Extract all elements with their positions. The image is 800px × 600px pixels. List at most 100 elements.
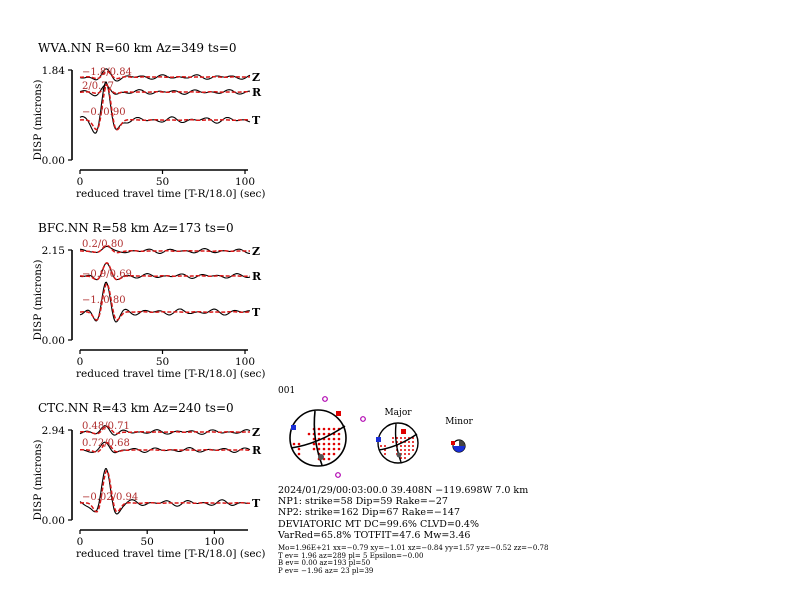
- y-axis-label: DISP (microns): [32, 79, 44, 160]
- major-compression-dot: [400, 445, 402, 447]
- trace-annotation: −0./0.90: [82, 107, 126, 118]
- minor-dark-quadrant: [459, 440, 465, 446]
- trace-annotation: −0.9/0.69: [82, 269, 132, 280]
- deviatoric-mt-line: DEVIATORIC MT DC=99.6% CLVD=0.4%: [278, 518, 479, 530]
- trace-annotation: 0.2/0.80: [82, 239, 124, 250]
- p-axis-line: P ev= −1.96 az= 23 pl=39: [278, 566, 374, 575]
- main-beachball: [289, 409, 347, 467]
- major-beachball: [377, 422, 419, 464]
- major-compression-dot: [392, 437, 394, 439]
- major-compression-dot: [412, 449, 414, 451]
- trace-annotation: −1./0.80: [82, 295, 126, 306]
- compression-dot: [332, 452, 336, 456]
- solution-summary: 2024/01/29/00:03:00.0 39.408N −119.698W …: [278, 485, 528, 541]
- station-polarity-point: [322, 396, 328, 402]
- major-compression-dot: [404, 457, 406, 459]
- major-compression-dot: [380, 445, 382, 447]
- minor-t-marker: [451, 441, 455, 445]
- x-tick-label: 0: [77, 536, 84, 548]
- synthetic-trace-Z: [80, 244, 250, 254]
- major-compression-dot: [408, 453, 410, 455]
- component-label-T: T: [252, 114, 261, 127]
- compression-dot: [307, 432, 311, 436]
- compression-dot: [327, 442, 331, 446]
- synthetic-trace-T: [80, 283, 250, 321]
- major-compression-dot: [404, 453, 406, 455]
- nodal-plane-2: NP2: strike=162 Dip=67 Rake=−147: [278, 507, 461, 519]
- x-tick-label: 50: [141, 536, 154, 548]
- major-compression-dot: [400, 449, 402, 451]
- y-max-label: 1.84: [42, 65, 66, 77]
- synthetic-trace-R: [80, 442, 251, 453]
- b-axis-marker: [318, 454, 324, 460]
- synthetic-trace-T: [79, 83, 250, 131]
- compression-dot: [322, 432, 326, 436]
- compression-dot: [317, 427, 321, 431]
- x-tick-label: 50: [156, 356, 169, 368]
- component-label-Z: Z: [252, 245, 260, 258]
- component-label-R: R: [252, 270, 262, 283]
- major-compression-dot: [412, 445, 414, 447]
- nodal-plane-1-curve: [313, 410, 323, 466]
- component-label-Z: Z: [252, 71, 260, 84]
- fit-line: VarRed=65.8% TOTFIT=47.6 Mw=3.46: [278, 529, 471, 541]
- compression-dot: [322, 447, 326, 451]
- minor-label: Minor: [445, 417, 473, 427]
- synthetic-trace-R: [79, 262, 251, 281]
- y-min-label: 0.00: [42, 335, 65, 347]
- event-origin-line: 2024/01/29/00:03:00.0 39.408N −119.698W …: [278, 485, 529, 496]
- compression-dot: [332, 447, 336, 451]
- component-label-T: T: [252, 497, 261, 510]
- major-compression-dot: [408, 449, 410, 451]
- y-max-label: 2.15: [42, 245, 65, 257]
- compression-dot: [327, 427, 331, 431]
- compression-dot: [332, 437, 336, 441]
- x-tick-label: 50: [156, 176, 169, 188]
- synthetic-trace-Z: [79, 70, 250, 80]
- component-label-R: R: [252, 86, 262, 99]
- major-p-marker: [376, 437, 381, 442]
- component-label-R: R: [252, 444, 262, 457]
- station-title: CTC.NN R=43 km Az=240 ts=0: [38, 401, 234, 415]
- station-polarity-point: [335, 472, 341, 478]
- component-label-Z: Z: [252, 426, 260, 439]
- y-axis-label: DISP (microns): [32, 439, 44, 520]
- y-min-label: 0.00: [42, 515, 65, 527]
- major-compression-dot: [404, 445, 406, 447]
- p-axis-marker: [291, 425, 296, 430]
- x-tick-label: 100: [204, 536, 224, 548]
- major-compression-dot: [404, 437, 406, 439]
- x-axis-label: reduced travel time [T-R/18.0] (sec): [76, 368, 266, 380]
- x-tick-label: 0: [77, 176, 84, 188]
- x-axis-label: reduced travel time [T-R/18.0] (sec): [76, 548, 266, 560]
- compression-dot: [322, 442, 326, 446]
- nodal-plane-2-curve: [290, 425, 346, 449]
- trace-annotation: 2/0.77: [82, 81, 114, 92]
- trace-annotation: −1.8/0.84: [82, 67, 132, 78]
- y-max-label: 2.94: [42, 425, 66, 437]
- station-polarity-point: [360, 416, 366, 422]
- compression-dot: [317, 447, 321, 451]
- compression-dot: [327, 452, 331, 456]
- y-axis-label: DISP (microns): [32, 259, 44, 340]
- trace-annotation: 0.48/0.71: [82, 421, 130, 432]
- b-axis-line: B ev= 0.00 az=193 pl=50: [278, 559, 371, 568]
- major-compression-dot: [408, 441, 410, 443]
- x-tick-label: 100: [235, 356, 255, 368]
- trace-annotation: −0.02/0.94: [82, 492, 138, 503]
- compression-dot: [297, 442, 301, 446]
- compression-dot: [332, 442, 336, 446]
- major-compression-dot: [412, 441, 414, 443]
- major-compression-dot: [384, 453, 386, 455]
- trace-annotation: 0.72/0.68: [82, 438, 130, 449]
- compression-dot: [292, 442, 296, 446]
- compression-dot: [332, 427, 336, 431]
- moment-tensor-line: Mo=1.96E+21 xx=−0.79 xy=−1.01 xz=−0.84 y…: [278, 544, 549, 552]
- x-axis-label: reduced travel time [T-R/18.0] (sec): [76, 188, 266, 200]
- tensor-details: Mo=1.96E+21 xx=−0.79 xy=−1.01 xz=−0.84 y…: [278, 544, 549, 575]
- beachball-group: 001 Major Minor: [278, 386, 473, 478]
- compression-dot: [297, 452, 301, 456]
